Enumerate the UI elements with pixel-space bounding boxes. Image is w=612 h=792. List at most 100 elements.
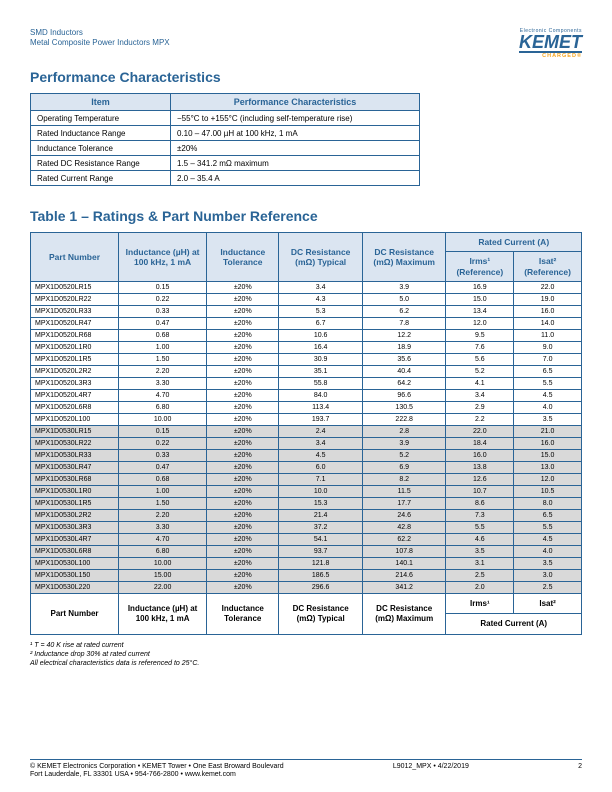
table-cell: 222.8 [362, 413, 446, 425]
table-cell: 0.15 [119, 281, 207, 293]
logo: Electronic Components KEMET CHARGED® [519, 28, 582, 59]
table-cell: 62.2 [362, 533, 446, 545]
table-cell: 6.9 [362, 461, 446, 473]
table-cell: 3.9 [362, 281, 446, 293]
table-cell: MPX1D0520LR68 [31, 329, 119, 341]
table-row: MPX1D0530LR680.68±20%7.18.212.612.0 [31, 473, 582, 485]
table-cell: 12.6 [446, 473, 514, 485]
th-tolerance: Inductance Tolerance [207, 233, 279, 282]
perf-th-char: Performance Characteristics [171, 94, 420, 111]
table-cell: 7.0 [514, 353, 582, 365]
table-cell: 186.5 [279, 569, 363, 581]
table-cell: 15.3 [279, 497, 363, 509]
footer-page: 2 [578, 763, 582, 781]
table-cell: MPX1D0520L100 [31, 413, 119, 425]
table-cell: 18.9 [362, 341, 446, 353]
table-cell: 0.33 [119, 305, 207, 317]
table-cell: 4.6 [446, 533, 514, 545]
table-cell: MPX1D0530LR22 [31, 437, 119, 449]
table-cell: Rated DC Resistance Range [31, 156, 171, 171]
table-cell: 130.5 [362, 401, 446, 413]
ratings-table: Part Number Inductance (µH) at 100 kHz, … [30, 232, 582, 635]
table-cell: MPX1D0530L2R2 [31, 509, 119, 521]
table-cell: MPX1D0530L6R8 [31, 545, 119, 557]
table-cell: 16.0 [446, 449, 514, 461]
table-cell: ±20% [207, 461, 279, 473]
table-cell: 2.20 [119, 509, 207, 521]
table-cell: 3.9 [362, 437, 446, 449]
table-row: MPX1D0530L10010.00±20%121.8140.13.13.5 [31, 557, 582, 569]
table-row: Rated DC Resistance Range1.5 – 341.2 mΩ … [31, 156, 420, 171]
logo-main: KEMET [519, 34, 582, 53]
table-cell: 1.5 – 341.2 mΩ maximum [171, 156, 420, 171]
table-cell: 4.70 [119, 389, 207, 401]
table-cell: 37.2 [279, 521, 363, 533]
table-cell: 6.5 [514, 365, 582, 377]
table-cell: 1.50 [119, 497, 207, 509]
table-cell: 0.15 [119, 425, 207, 437]
table-cell: 14.0 [514, 317, 582, 329]
table-cell: ±20% [207, 293, 279, 305]
table-cell: 15.0 [446, 293, 514, 305]
table-cell: 10.5 [514, 485, 582, 497]
table-cell: 12.0 [446, 317, 514, 329]
table-cell: 3.1 [446, 557, 514, 569]
table-row: Rated Current Range2.0 – 35.4 A [31, 171, 420, 186]
table-cell: Rated Current Range [31, 171, 171, 186]
table-cell: MPX1D0520L4R7 [31, 389, 119, 401]
table-cell: ±20% [207, 341, 279, 353]
table-row: MPX1D0520L6R86.80±20%113.4130.52.94.0 [31, 401, 582, 413]
table-cell: 6.2 [362, 305, 446, 317]
th-dcr-typ: DC Resistance (mΩ) Typical [279, 233, 363, 282]
table-cell: −55°C to +155°C (including self-temperat… [171, 111, 420, 126]
table-cell: 5.3 [279, 305, 363, 317]
table-cell: ±20% [207, 509, 279, 521]
table-cell: 5.2 [362, 449, 446, 461]
table-cell: 193.7 [279, 413, 363, 425]
table-cell: ±20% [207, 305, 279, 317]
table-cell: MPX1D0530LR68 [31, 473, 119, 485]
th-rated-current: Rated Current (A) [446, 233, 582, 252]
table-cell: MPX1D0530LR33 [31, 449, 119, 461]
table-cell: MPX1D0520LR22 [31, 293, 119, 305]
table-cell: 8.0 [514, 497, 582, 509]
table-cell: MPX1D0530L220 [31, 581, 119, 593]
table-row: MPX1D0520L1R51.50±20%30.935.65.67.0 [31, 353, 582, 365]
table-cell: MPX1D0530L3R3 [31, 521, 119, 533]
table-cell: 10.00 [119, 413, 207, 425]
table-cell: ±20% [207, 533, 279, 545]
table-row: MPX1D0530LR470.47±20%6.06.913.813.0 [31, 461, 582, 473]
table-cell: 121.8 [279, 557, 363, 569]
table-cell: 13.0 [514, 461, 582, 473]
table-cell: MPX1D0530L1R0 [31, 485, 119, 497]
tf-dcr-typ: DC Resistance (mΩ) Typical [279, 593, 363, 634]
table-row: MPX1D0520L1R01.00±20%16.418.97.69.0 [31, 341, 582, 353]
table-cell: 0.47 [119, 317, 207, 329]
table-cell: MPX1D0520L3R3 [31, 377, 119, 389]
table-cell: 0.68 [119, 329, 207, 341]
table-cell: 12.2 [362, 329, 446, 341]
table-cell: 16.9 [446, 281, 514, 293]
table-cell: 2.4 [279, 425, 363, 437]
table-cell: 55.8 [279, 377, 363, 389]
tf-tolerance: Inductance Tolerance [207, 593, 279, 634]
table-cell: 4.5 [514, 533, 582, 545]
header-line1: SMD Inductors [30, 28, 170, 38]
table-cell: ±20% [207, 401, 279, 413]
table-cell: 19.0 [514, 293, 582, 305]
perf-th-item: Item [31, 94, 171, 111]
footer-left: © KEMET Electronics Corporation • KEMET … [30, 763, 284, 781]
table-cell: 9.5 [446, 329, 514, 341]
table-cell: 0.22 [119, 437, 207, 449]
table-cell: 96.6 [362, 389, 446, 401]
table-cell: ±20% [207, 557, 279, 569]
table-row: MPX1D0520L3R33.30±20%55.864.24.15.5 [31, 377, 582, 389]
table-cell: 0.10 – 47.00 µH at 100 kHz, 1 mA [171, 126, 420, 141]
table-cell: 3.30 [119, 377, 207, 389]
table-cell: 5.5 [514, 377, 582, 389]
table-cell: 6.80 [119, 401, 207, 413]
table-cell: MPX1D0520L6R8 [31, 401, 119, 413]
table-cell: 8.2 [362, 473, 446, 485]
footnote-3: All electrical characteristics data is r… [30, 659, 582, 668]
header-line2: Metal Composite Power Inductors MPX [30, 38, 170, 48]
